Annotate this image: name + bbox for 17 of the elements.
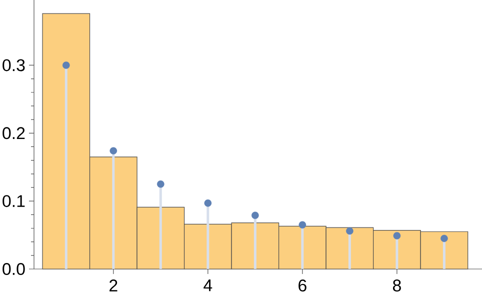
- y-tick-label: 0.0: [2, 263, 25, 275]
- y-tick-label: 0.3: [2, 59, 25, 72]
- x-tick-label: 8: [392, 280, 401, 292]
- point: [157, 180, 164, 188]
- point: [440, 234, 448, 242]
- y-tick-label: 0.2: [2, 127, 25, 140]
- point: [62, 62, 70, 69]
- x-tick-label: 4: [204, 280, 212, 292]
- x-tick-label: 2: [110, 280, 118, 292]
- x-tick-label: 6: [298, 280, 306, 292]
- point: [110, 147, 118, 154]
- point: [298, 221, 306, 228]
- point: [346, 227, 354, 235]
- point: [252, 212, 259, 219]
- point: [393, 232, 401, 240]
- y-tick-label: 0.1: [2, 195, 25, 208]
- point: [204, 199, 212, 207]
